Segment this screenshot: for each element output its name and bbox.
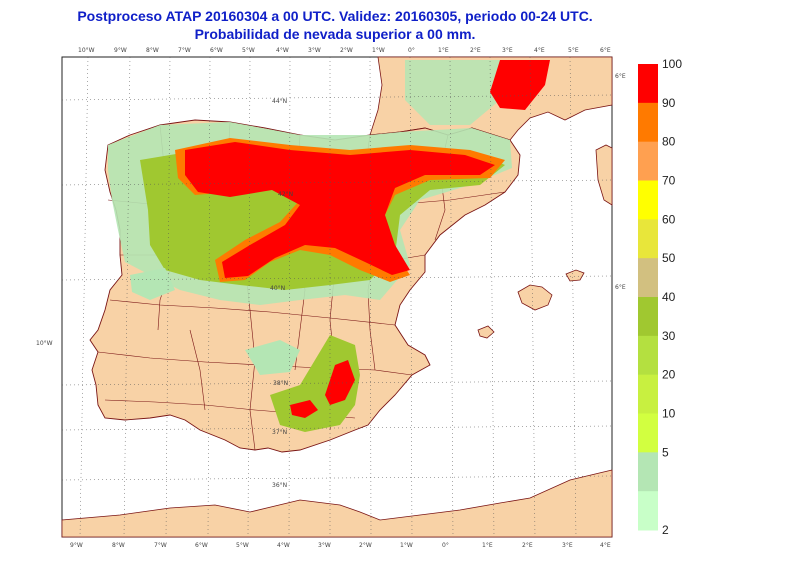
lon-label: 10°W <box>78 47 95 54</box>
lon-label: 0° <box>408 47 415 54</box>
lon-label: 3°E <box>562 542 573 549</box>
lon-label: 6°W <box>195 542 208 549</box>
lon-label: 2°W <box>340 47 353 54</box>
lon-label: 9°W <box>114 47 127 54</box>
menorca-land <box>565 269 585 282</box>
lat-label: 40°N <box>270 285 285 292</box>
lon-label: 7°W <box>178 47 191 54</box>
patch-max <box>185 142 495 278</box>
map-title: Postproceso ATAP 20160304 a 00 UTC. Vali… <box>77 8 593 24</box>
legend-swatch <box>638 180 658 220</box>
legend-label: 90 <box>662 96 676 110</box>
patch-max-north <box>490 60 550 110</box>
lon-label: 2°E <box>522 542 533 549</box>
lon-label: 3°W <box>308 47 321 54</box>
legend-label: 20 <box>662 368 676 382</box>
legend-swatch <box>638 102 658 143</box>
legend-label: 40 <box>662 290 676 304</box>
lon-label: 8°W <box>146 47 159 54</box>
lon-label: 4°W <box>277 542 290 549</box>
legend-swatch <box>638 374 658 414</box>
lon-label: 6°E <box>600 47 611 54</box>
lon-label: 3°E <box>502 47 513 54</box>
probability-patches <box>108 60 550 432</box>
lon-label: 5°E <box>568 47 579 54</box>
lon-label: 5°W <box>242 47 255 54</box>
side-lon-label: 6°E <box>615 284 626 291</box>
map-subtitle: Probabilidad de nevada superior a 00 mm. <box>194 26 476 42</box>
lon-label: 4°E <box>600 542 611 549</box>
legend-label: 60 <box>662 212 676 226</box>
lon-label: 4°W <box>276 47 289 54</box>
graticule <box>61 56 613 538</box>
patch-low-north <box>405 60 520 125</box>
africa-land <box>61 469 613 538</box>
patch-south-high-2 <box>290 400 318 418</box>
lon-label: 5°W <box>236 542 249 549</box>
lon-label: 1°W <box>372 47 385 54</box>
lon-label: 4°E <box>534 47 545 54</box>
lon-label: 1°E <box>482 542 493 549</box>
lat-label: 36°N <box>272 482 287 489</box>
legend-swatch <box>638 141 658 181</box>
legend-label: 2 <box>662 523 669 537</box>
legend-label: 5 <box>662 445 669 459</box>
lat-label: 42°N <box>278 191 293 198</box>
lon-label: 2°W <box>359 542 372 549</box>
legend-swatch <box>638 258 658 298</box>
lon-label: 1°W <box>400 542 413 549</box>
legend-swatch <box>638 491 658 531</box>
legend-swatch <box>638 64 658 104</box>
legend-label: 50 <box>662 251 676 265</box>
side-lon-label: 6°E <box>615 73 626 80</box>
lon-labels-bottom: 9°W 8°W 7°W 6°W 5°W 4°W 3°W 2°W 1°W 0° 1… <box>70 542 611 549</box>
lon-label: 8°W <box>112 542 125 549</box>
ibiza-land <box>477 325 495 339</box>
lon-labels-top: 10°W 9°W 8°W 7°W 6°W 5°W 4°W 3°W 2°W 1°W… <box>78 47 611 54</box>
lat-label: 38°N <box>273 380 288 387</box>
legend-label: 70 <box>662 174 676 188</box>
legend-label: 100 <box>662 57 682 71</box>
lon-label: 7°W <box>154 542 167 549</box>
lon-label: 2°E <box>470 47 481 54</box>
legend-label: 80 <box>662 135 676 149</box>
lat-label: 37°N <box>272 429 287 436</box>
lon-label: 9°W <box>70 542 83 549</box>
legend-swatch <box>638 219 658 259</box>
legend-swatch <box>638 297 658 337</box>
lon-label: 0° <box>442 542 449 549</box>
legend-swatch <box>638 335 658 376</box>
lat-label: 44°N <box>272 98 287 105</box>
lon-label: 1°E <box>438 47 449 54</box>
patch-west-green <box>130 268 175 300</box>
legend-swatch <box>638 413 658 453</box>
patch-southeast-green <box>245 340 300 375</box>
legend-label: 30 <box>662 329 676 343</box>
legend-swatch <box>638 452 658 492</box>
lon-label: 6°W <box>210 47 223 54</box>
legend-label: 10 <box>662 407 676 421</box>
mallorca-land <box>517 284 553 311</box>
side-lon-label: 10°W <box>36 340 53 347</box>
patch-south-high <box>325 360 355 405</box>
lon-label: 3°W <box>318 542 331 549</box>
